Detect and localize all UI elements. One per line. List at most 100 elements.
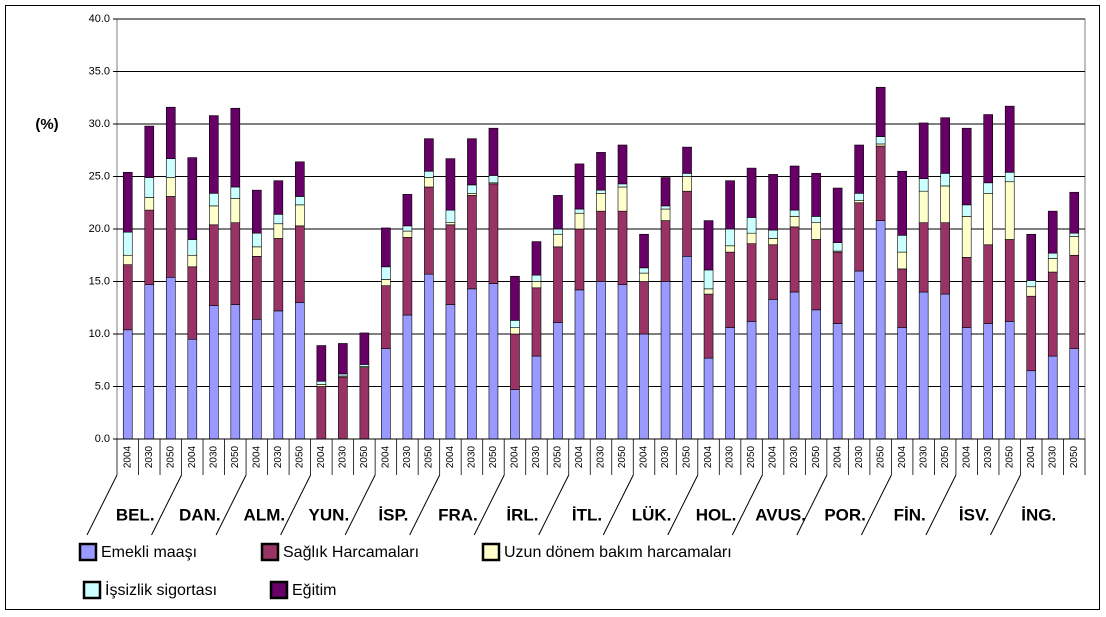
bar-segment [381, 348, 391, 440]
bar-segment [553, 246, 563, 323]
bar-segment [832, 242, 843, 252]
bar-segment [295, 302, 305, 440]
bar-segment [467, 184, 477, 194]
bar-segment [961, 327, 972, 440]
bar-segment [209, 224, 219, 306]
bar-segment [983, 193, 994, 246]
x-tick-label: 2004 [574, 445, 585, 468]
bar-segment [252, 318, 262, 440]
x-tick-label: 2050 [424, 445, 435, 468]
group-separator [344, 474, 376, 536]
bar-segment [1004, 239, 1015, 322]
bar-segment [746, 232, 757, 244]
bar-segment [230, 107, 241, 188]
group-label: FİN. [894, 505, 926, 524]
x-tick-label: 2004 [187, 445, 198, 468]
bar-segment [617, 144, 628, 185]
bar-segment [316, 386, 327, 440]
bar-segment [488, 175, 499, 184]
x-tick-label: 2030 [467, 445, 478, 468]
bar-segment [402, 194, 413, 227]
bar-segment [122, 254, 133, 265]
bar-segment [660, 220, 671, 282]
x-tick-label: 2050 [165, 445, 176, 468]
x-tick-label: 2004 [897, 445, 908, 468]
bar-segment [983, 182, 994, 194]
x-tick-label: 2030 [983, 445, 994, 468]
group-label: YUN. [309, 505, 350, 524]
bar-segment [768, 244, 778, 300]
x-tick-label: 2004 [316, 445, 327, 468]
bar-segment [918, 291, 929, 440]
bar-segment [875, 143, 886, 147]
x-tick-label: 2004 [703, 445, 714, 468]
x-tick-label: 2030 [338, 445, 349, 468]
bar-segment [574, 212, 585, 230]
bar-segment [510, 333, 520, 390]
bar-segment [682, 173, 692, 177]
bar-segment [768, 299, 778, 440]
group-label: İRL. [506, 505, 538, 524]
bar-segment [897, 268, 907, 328]
y-tick-label: 40.0 [89, 13, 110, 25]
bar-segment [553, 233, 563, 248]
bar-segment [209, 115, 219, 194]
bar-segment [596, 210, 606, 282]
bar-segment [1026, 295, 1037, 372]
x-tick-label: 2030 [402, 445, 413, 468]
bar-segment [295, 161, 305, 197]
bar-segment [1047, 210, 1058, 254]
bar-segment [1047, 271, 1058, 357]
bar-segment [918, 122, 929, 179]
bar-segment [187, 157, 198, 240]
bar-segment [574, 289, 585, 440]
bar-segment [144, 209, 155, 285]
bar-segment [1069, 191, 1080, 234]
bar-segment [725, 327, 735, 440]
bar-segment [1004, 105, 1015, 173]
bar-segment [574, 163, 585, 210]
bar-segment [273, 238, 284, 312]
y-tick-label: 15.0 [89, 275, 110, 287]
bar-segment [768, 238, 778, 246]
bar-segment [596, 189, 606, 194]
bar-segment [165, 106, 176, 159]
bar-segment [445, 224, 456, 305]
bar-segment [897, 327, 907, 440]
bar-segment [832, 187, 843, 243]
bar-segment [381, 227, 391, 268]
x-tick-label: 2050 [1004, 445, 1015, 468]
y-tick-label: 30.0 [89, 118, 110, 130]
x-tick-label: 2004 [961, 445, 972, 468]
bar-segment [768, 229, 778, 239]
bar-segment [897, 170, 907, 236]
bar-segment [381, 279, 391, 286]
bar-segment [1026, 286, 1037, 297]
y-tick-label: 25.0 [89, 170, 110, 182]
bar-segment [467, 195, 477, 290]
bar-segment [445, 304, 456, 440]
group-label: DAN. [179, 505, 221, 524]
group-separator [215, 474, 247, 536]
x-tick-label: 2050 [682, 445, 693, 468]
bar-segment [165, 177, 176, 197]
bar-segment [553, 195, 563, 230]
bar-segment [1004, 321, 1015, 440]
bar-segment [510, 320, 520, 329]
bar-segment [165, 158, 176, 178]
bar-segment [660, 205, 671, 210]
bar-segment [424, 273, 434, 440]
bar-segment [531, 274, 542, 282]
bar-segment [875, 136, 886, 145]
bar-segment [338, 373, 348, 377]
x-tick-label: 2050 [875, 445, 886, 468]
bar-segment [488, 127, 499, 176]
bar-segment [122, 231, 133, 256]
bar-segment [746, 167, 757, 218]
bar-segment [789, 209, 800, 217]
bar-segment [230, 222, 241, 305]
bar-segment [316, 380, 327, 385]
bar-segment [531, 281, 542, 289]
bar-segment [789, 226, 800, 293]
